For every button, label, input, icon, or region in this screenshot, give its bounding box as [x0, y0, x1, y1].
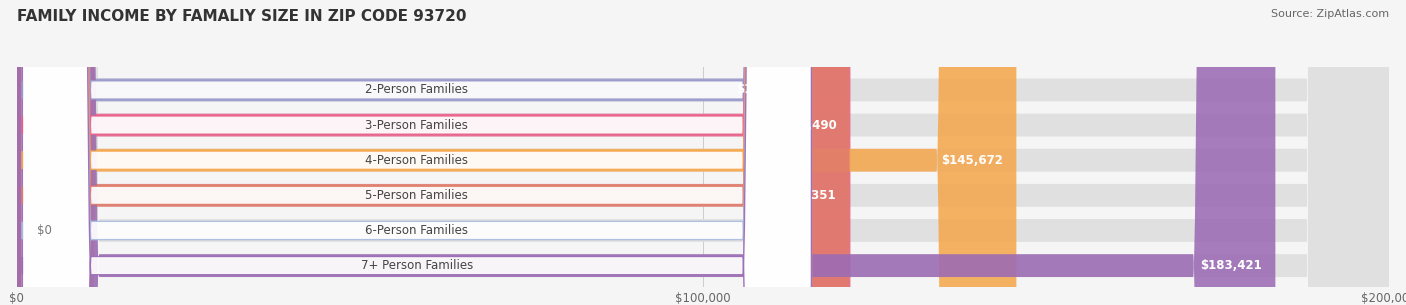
- Text: $145,672: $145,672: [941, 154, 1002, 167]
- FancyBboxPatch shape: [17, 0, 1389, 305]
- Text: $183,421: $183,421: [1199, 259, 1261, 272]
- Text: 5-Person Families: 5-Person Families: [366, 189, 468, 202]
- Text: 2-Person Families: 2-Person Families: [366, 84, 468, 96]
- FancyBboxPatch shape: [22, 0, 811, 305]
- FancyBboxPatch shape: [17, 0, 1389, 305]
- FancyBboxPatch shape: [22, 0, 811, 305]
- Text: $121,490: $121,490: [775, 119, 837, 131]
- Text: 3-Person Families: 3-Person Families: [366, 119, 468, 131]
- Text: Source: ZipAtlas.com: Source: ZipAtlas.com: [1271, 9, 1389, 19]
- FancyBboxPatch shape: [22, 0, 811, 305]
- FancyBboxPatch shape: [22, 0, 811, 305]
- FancyBboxPatch shape: [17, 0, 851, 305]
- Text: $121,351: $121,351: [775, 189, 835, 202]
- FancyBboxPatch shape: [17, 0, 849, 305]
- Text: $115,809: $115,809: [735, 84, 797, 96]
- Text: 6-Person Families: 6-Person Families: [366, 224, 468, 237]
- Text: $0: $0: [38, 224, 52, 237]
- FancyBboxPatch shape: [17, 0, 1389, 305]
- FancyBboxPatch shape: [17, 0, 1275, 305]
- FancyBboxPatch shape: [22, 0, 811, 305]
- Text: FAMILY INCOME BY FAMALIY SIZE IN ZIP CODE 93720: FAMILY INCOME BY FAMALIY SIZE IN ZIP COD…: [17, 9, 467, 24]
- FancyBboxPatch shape: [17, 0, 811, 305]
- FancyBboxPatch shape: [17, 0, 1389, 305]
- FancyBboxPatch shape: [17, 0, 1017, 305]
- FancyBboxPatch shape: [17, 0, 1389, 305]
- FancyBboxPatch shape: [22, 0, 811, 305]
- FancyBboxPatch shape: [17, 0, 1389, 305]
- Text: 4-Person Families: 4-Person Families: [366, 154, 468, 167]
- Text: 7+ Person Families: 7+ Person Families: [361, 259, 472, 272]
